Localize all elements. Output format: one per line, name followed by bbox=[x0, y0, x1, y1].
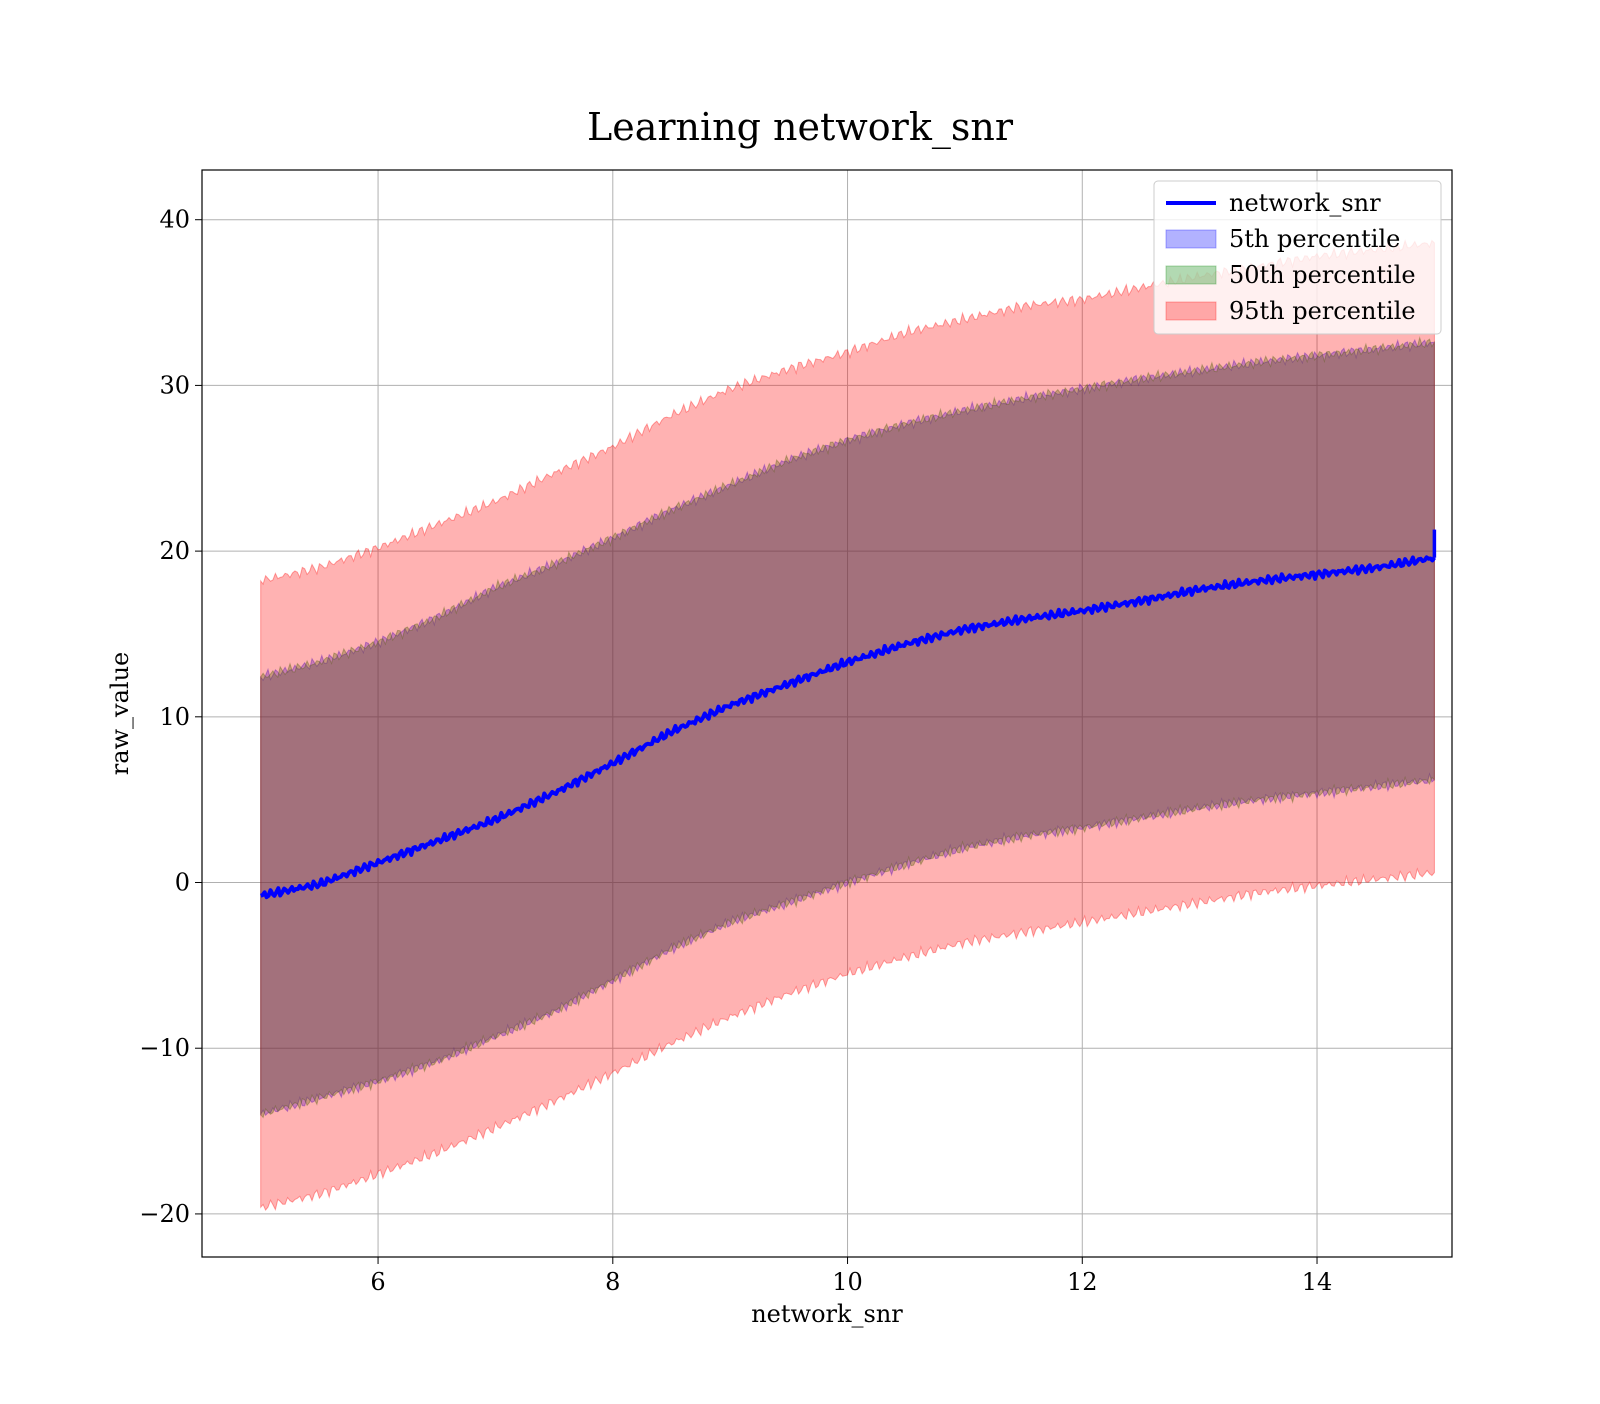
band-95th-percentile bbox=[260, 238, 1435, 1212]
legend-label: network_snr bbox=[1229, 189, 1381, 217]
y-tick-label: 0 bbox=[175, 869, 190, 897]
tick-layer: 6 8 10 12 14 −20 −10 0 10 20 30 40 bbox=[139, 206, 1332, 1296]
legend-swatch-patch bbox=[1165, 301, 1217, 321]
legend-box bbox=[1153, 180, 1442, 335]
grid-layer bbox=[202, 170, 1452, 1257]
y-axis-label: raw_value bbox=[106, 652, 134, 776]
x-tick-label: 14 bbox=[1302, 1268, 1333, 1296]
plot-frame bbox=[201, 169, 1453, 1258]
chart-title: Learning network_snr bbox=[587, 105, 1014, 150]
y-tick-label: 30 bbox=[159, 371, 190, 399]
line-layer bbox=[260, 529, 1437, 900]
line-network_snr bbox=[260, 555, 1437, 900]
legend-label: 50th percentile bbox=[1229, 261, 1416, 289]
x-axis-label: network_snr bbox=[751, 1300, 903, 1328]
x-tick-label: 8 bbox=[605, 1268, 620, 1296]
band-50th-percentile bbox=[260, 336, 1435, 1119]
legend-label: 5th percentile bbox=[1229, 225, 1400, 253]
x-tick-label: 12 bbox=[1067, 1268, 1098, 1296]
y-tick-label: −10 bbox=[139, 1034, 190, 1062]
y-tick-label: −20 bbox=[139, 1200, 190, 1228]
legend: network_snr 5th percentile 50th percentile… bbox=[1153, 180, 1442, 335]
y-tick-label: 40 bbox=[159, 206, 190, 234]
band-5th-percentile bbox=[260, 338, 1435, 1117]
legend-swatch-patch bbox=[1165, 265, 1217, 285]
band-layer bbox=[260, 238, 1435, 1212]
y-tick-label: 20 bbox=[159, 537, 190, 565]
legend-swatch-patch bbox=[1165, 229, 1217, 249]
legend-label: 95th percentile bbox=[1229, 297, 1416, 325]
y-tick-label: 10 bbox=[159, 703, 190, 731]
x-tick-label: 6 bbox=[370, 1268, 385, 1296]
x-tick-label: 10 bbox=[832, 1268, 863, 1296]
